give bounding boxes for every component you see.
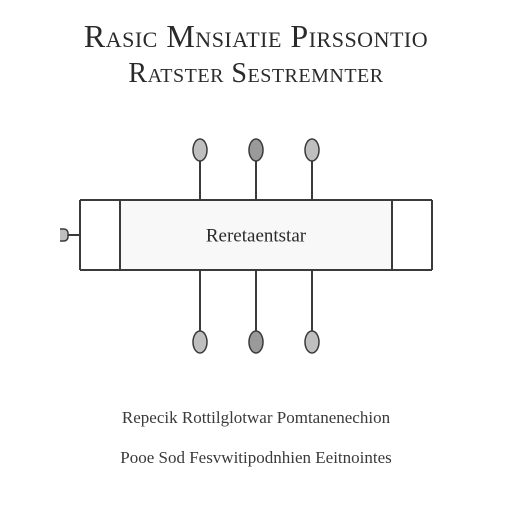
caption-line-2: Pooe Sod Fesvwitipodnhien Eeitnointes: [0, 448, 512, 468]
title-line-2: Ratster Sestremnter: [0, 58, 512, 90]
title-line-1: Rasic Mnsiatie Pirssontio: [0, 18, 512, 55]
caption-line-1: Repecik Rottilglotwar Pomtanenechion: [0, 408, 512, 428]
svg-text:Reretaentstar: Reretaentstar: [206, 226, 307, 247]
block-diagram: Reretaentstar: [60, 110, 452, 370]
